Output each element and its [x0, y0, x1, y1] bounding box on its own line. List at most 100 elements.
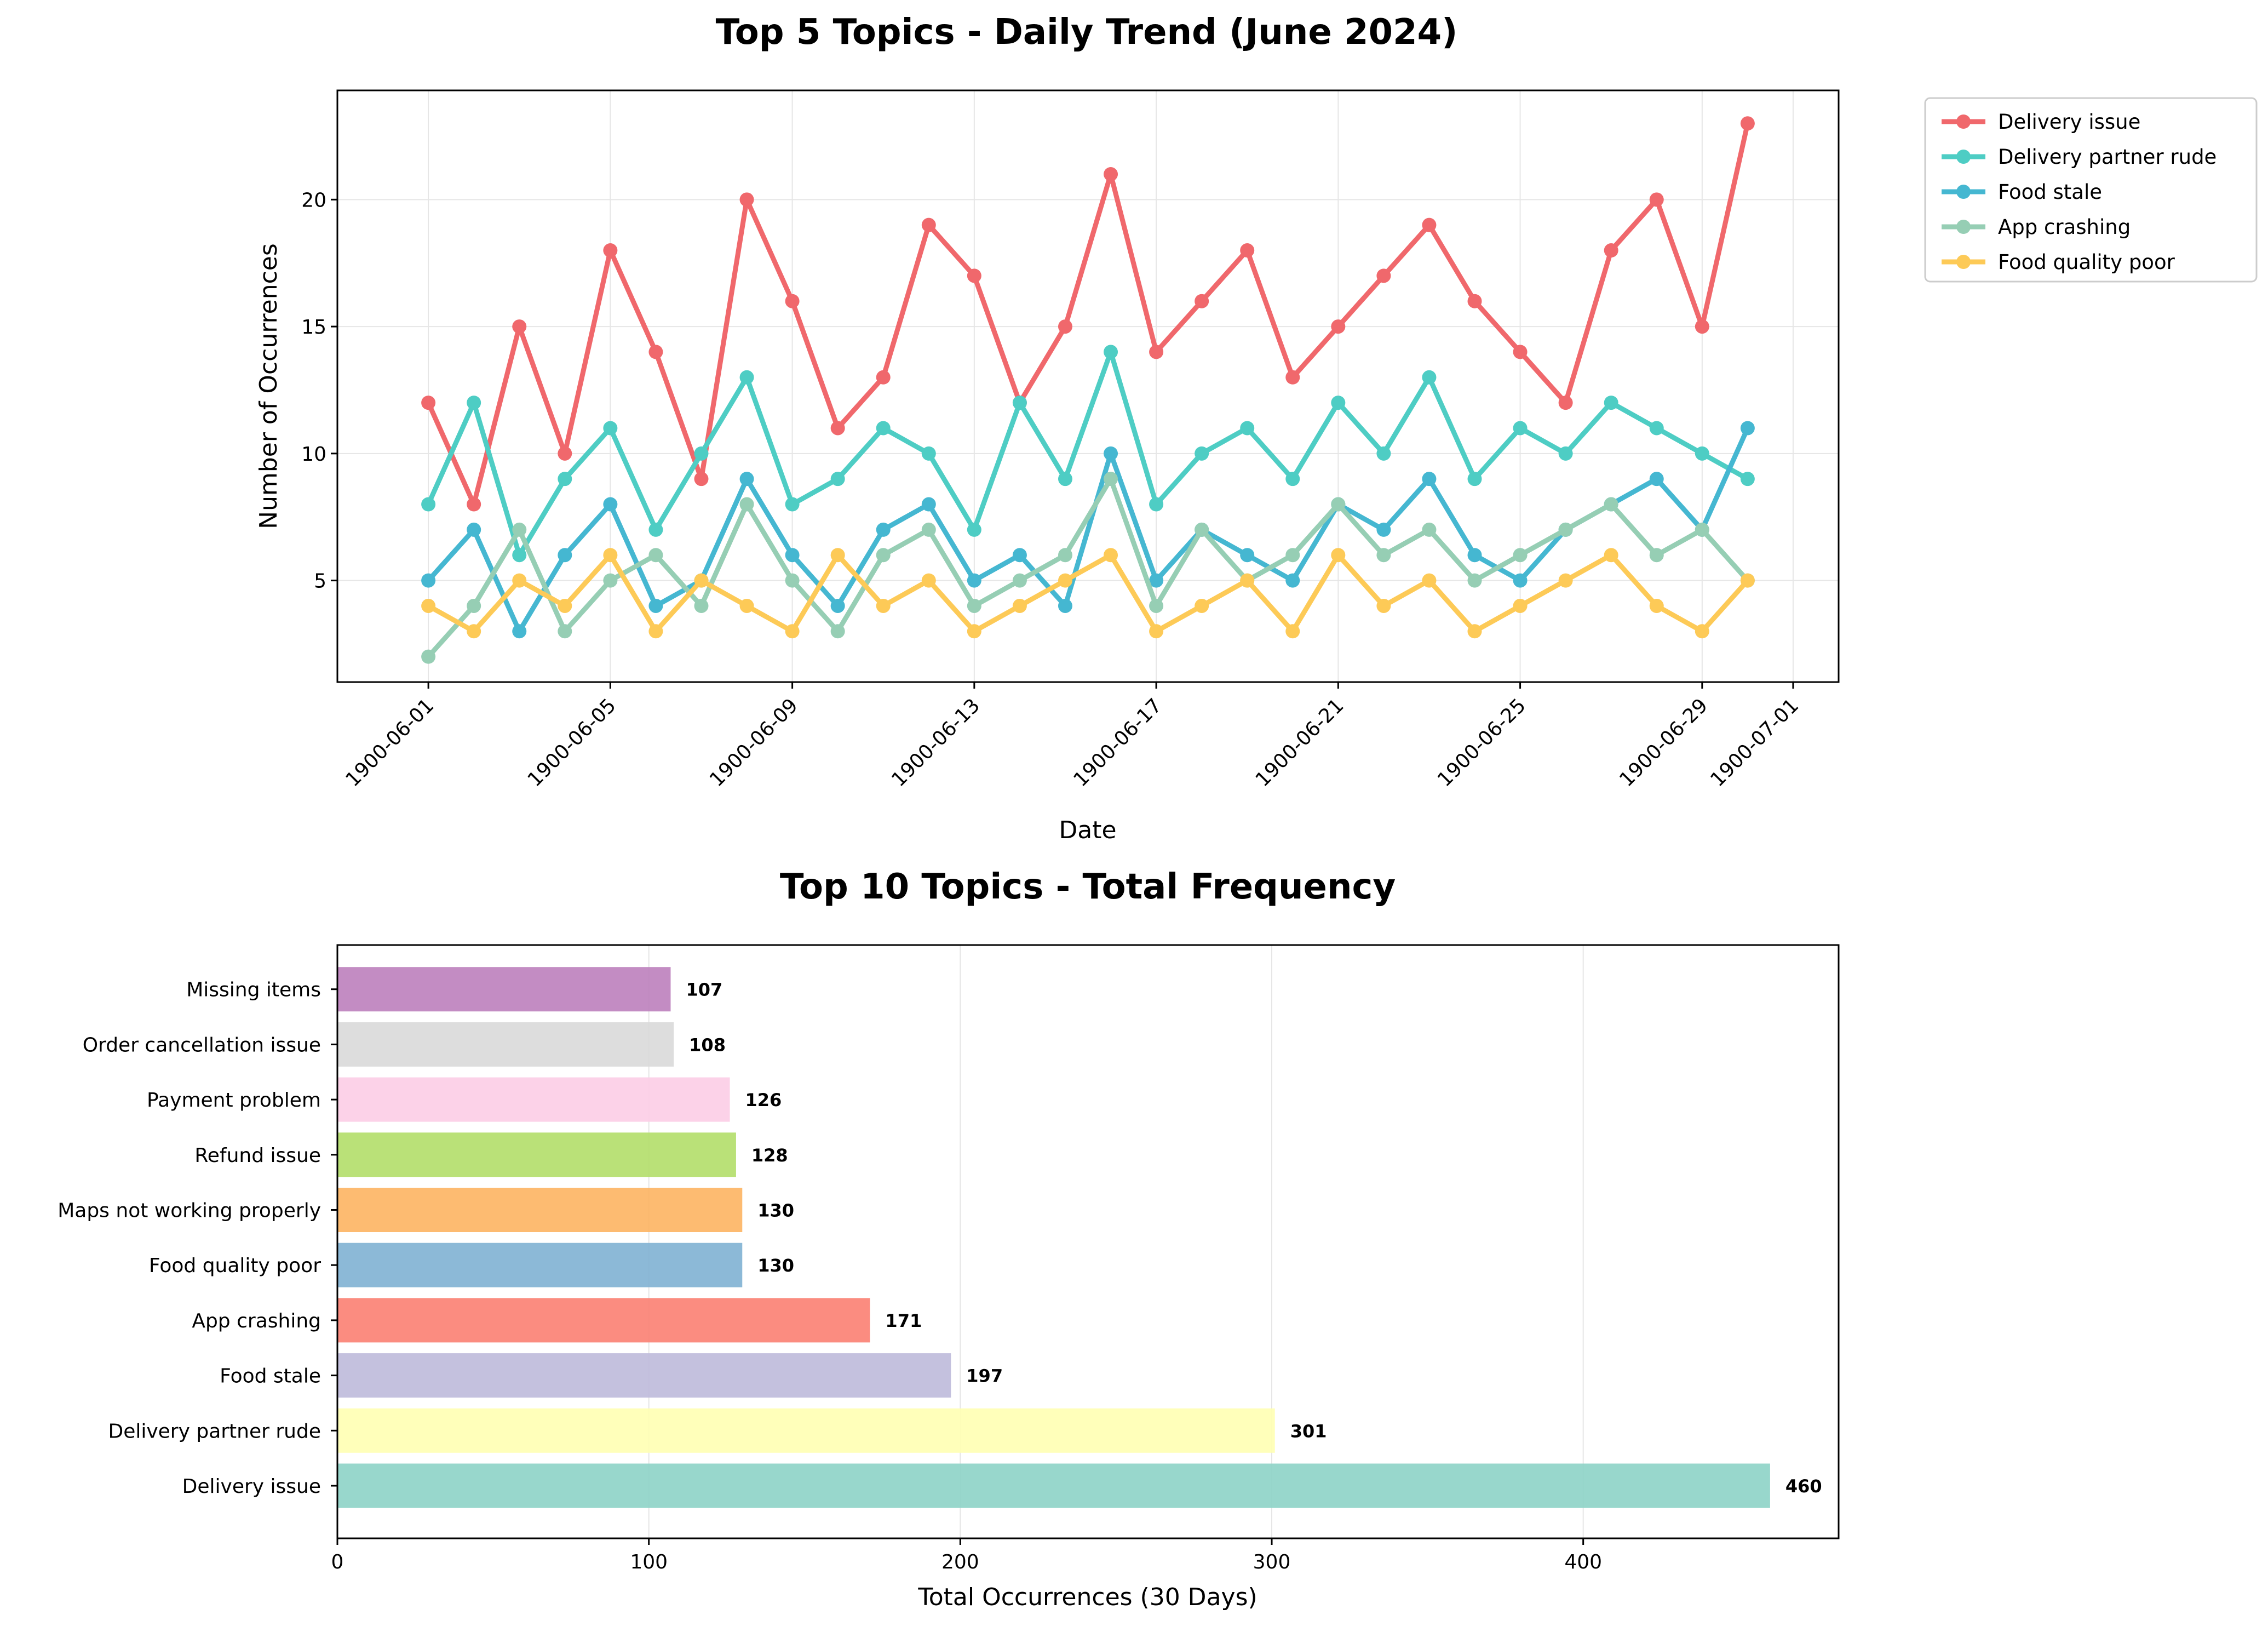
data-point [1604, 497, 1618, 512]
data-point [1467, 294, 1482, 308]
line-chart-y-label: Number of Occurrences [255, 243, 283, 529]
data-point [467, 624, 481, 639]
data-point [603, 548, 618, 563]
data-point [830, 548, 845, 563]
data-point [1331, 396, 1346, 410]
bar-value-label: 197 [966, 1366, 1003, 1387]
bar-value-label: 301 [1290, 1421, 1327, 1441]
bar [337, 1022, 674, 1067]
data-point [648, 624, 663, 639]
category-label: Delivery partner rude [108, 1420, 321, 1442]
data-point [1285, 472, 1300, 486]
series-delivery-partner-rude [421, 345, 1755, 563]
data-point [1058, 598, 1072, 613]
series-line [426, 426, 1750, 634]
bar [337, 1408, 1275, 1453]
bar [337, 1132, 736, 1177]
category-label: Payment problem [147, 1089, 321, 1112]
data-point [1149, 573, 1164, 588]
data-point [1195, 598, 1209, 613]
series-food-stale [421, 421, 1755, 639]
data-point [785, 294, 800, 308]
data-point [1331, 497, 1346, 512]
data-point [967, 268, 981, 283]
data-point [648, 598, 663, 613]
bar-refund-issue: 128 [337, 1132, 788, 1177]
bar-missing-items: 107 [337, 967, 722, 1012]
line-chart-x-label: Date [1059, 816, 1116, 844]
data-point [1513, 598, 1528, 613]
data-point [1422, 370, 1437, 385]
data-point [1649, 472, 1664, 486]
data-point [1331, 319, 1346, 334]
data-point [1058, 573, 1072, 588]
x-tick-label: 300 [1253, 1551, 1291, 1573]
data-point [1740, 421, 1755, 436]
bar-food-stale: 197 [337, 1353, 1003, 1398]
data-point [876, 421, 891, 436]
data-point [1376, 548, 1391, 563]
series-food-quality-poor [421, 548, 1755, 639]
series-line [426, 121, 1750, 507]
bar-chart-y-ticks: Delivery issue Delivery partner rude Food … [58, 979, 337, 1498]
data-point [1149, 497, 1164, 512]
bar [337, 1353, 951, 1398]
data-point [1195, 294, 1209, 308]
bar-delivery-partner-rude: 301 [337, 1408, 1327, 1453]
bar-chart-bars: 460 301 197 171 130 130 128 126 108 107 [337, 967, 1822, 1508]
data-point [467, 396, 481, 410]
data-point [921, 446, 936, 461]
data-point [648, 345, 663, 359]
data-point [467, 598, 481, 613]
data-point [1240, 421, 1255, 436]
data-point [421, 396, 436, 410]
data-point [694, 573, 709, 588]
data-point [1240, 243, 1255, 258]
legend-frame [1924, 97, 2258, 283]
data-point [1012, 598, 1027, 613]
bar [337, 1298, 870, 1343]
category-label: Maps not working properly [58, 1200, 321, 1222]
data-point [558, 472, 572, 486]
data-point [1058, 472, 1072, 486]
bar-maps-not-working-properly: 130 [337, 1188, 794, 1232]
bar [337, 1188, 743, 1232]
bar-value-label: 460 [1785, 1476, 1822, 1497]
data-point [1195, 522, 1209, 537]
data-point [512, 319, 527, 334]
data-point [785, 497, 800, 512]
data-point [1740, 472, 1755, 486]
data-point [1012, 396, 1027, 410]
data-point [1422, 522, 1437, 537]
series-delivery-issue [421, 116, 1755, 512]
data-point [967, 598, 981, 613]
data-point [603, 573, 618, 588]
legend-item: Food stale [1942, 180, 2102, 204]
data-point [1104, 446, 1118, 461]
data-point [648, 548, 663, 563]
legend-label: Food stale [1998, 180, 2102, 204]
data-point [1104, 345, 1118, 359]
legend-marker [1956, 114, 1971, 129]
data-point [467, 497, 481, 512]
data-point [512, 548, 527, 563]
data-point [1740, 116, 1755, 131]
data-point [512, 624, 527, 639]
legend-item: Delivery partner rude [1942, 145, 2217, 169]
data-point [1513, 345, 1528, 359]
data-point [1740, 573, 1755, 588]
data-point [967, 624, 981, 639]
data-point [1012, 573, 1027, 588]
data-point [876, 522, 891, 537]
legend-label: Food quality poor [1998, 250, 2175, 274]
data-point [739, 472, 754, 486]
data-point [739, 192, 754, 207]
legend-marker [1956, 150, 1971, 164]
data-point [1285, 548, 1300, 563]
legend-marker [1956, 220, 1971, 234]
data-point [1467, 624, 1482, 639]
y-tick-label: 20 [301, 189, 326, 211]
data-point [512, 573, 527, 588]
series-line [426, 476, 1750, 660]
bar-value-label: 108 [689, 1034, 726, 1055]
